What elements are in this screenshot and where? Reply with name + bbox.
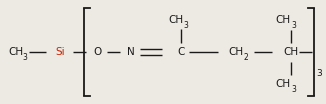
Text: CH: CH xyxy=(275,15,290,25)
Text: 3: 3 xyxy=(22,53,27,61)
Text: 3: 3 xyxy=(291,84,296,93)
Text: CH: CH xyxy=(168,15,183,25)
Text: N: N xyxy=(127,47,135,57)
Text: 3: 3 xyxy=(183,22,188,30)
Text: 2: 2 xyxy=(244,53,249,61)
Text: Si: Si xyxy=(55,47,65,57)
Text: 3: 3 xyxy=(291,22,296,30)
Text: CH: CH xyxy=(8,47,23,57)
Text: 3: 3 xyxy=(316,69,322,77)
Text: CH: CH xyxy=(275,79,290,89)
Text: C: C xyxy=(177,47,185,57)
Text: O: O xyxy=(93,47,101,57)
Text: CH: CH xyxy=(283,47,298,57)
Text: CH: CH xyxy=(228,47,243,57)
